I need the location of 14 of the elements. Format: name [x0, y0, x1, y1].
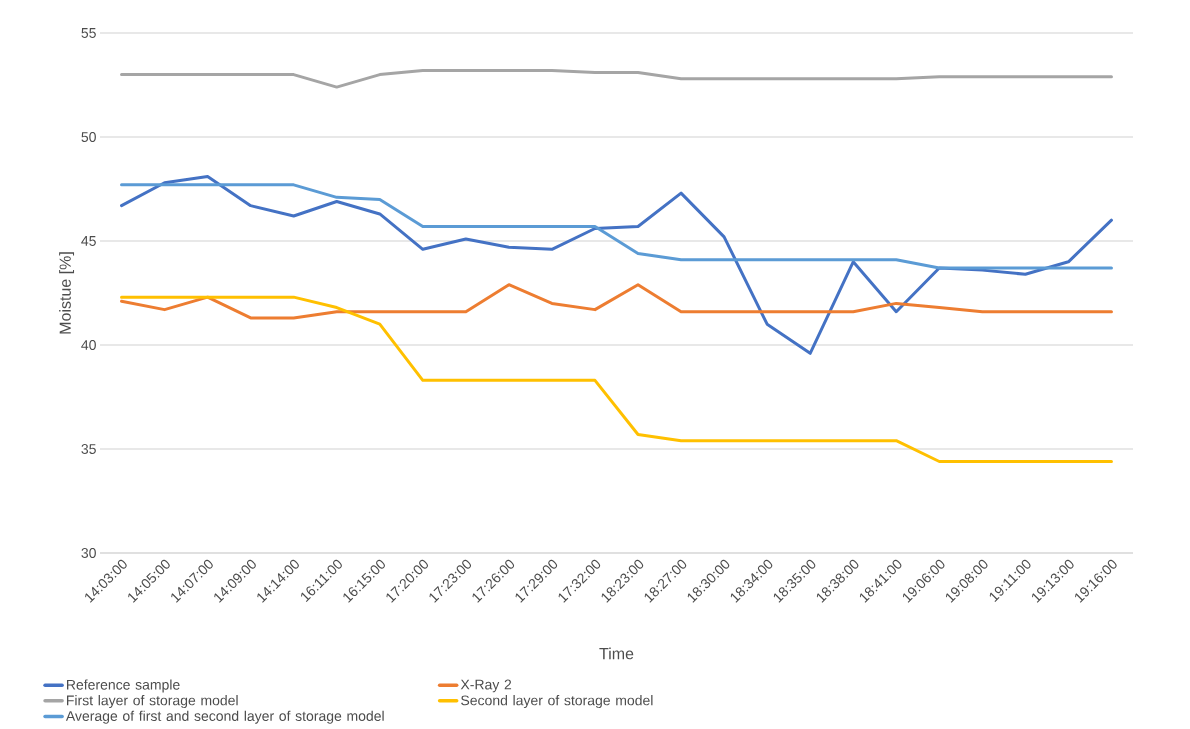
y-tick-label: 50 [81, 132, 96, 142]
y-tick-label: 40 [81, 340, 96, 350]
legend-label: Reference sample [67, 679, 180, 693]
y-tick-label: 45 [81, 236, 96, 246]
y-tick-label: 30 [81, 548, 96, 558]
x-axis-title: Time [599, 647, 634, 660]
line-series [120, 175, 1113, 355]
legend-label: Second layer of storage model [461, 695, 653, 709]
legend-label: Average of first and second layer of storage model [65, 710, 384, 724]
y-tick-label: 35 [81, 444, 96, 454]
legend-label: First layer of storage model [67, 695, 238, 709]
y-axis-title: Moistue [%] [59, 252, 75, 334]
legend-label: X-Ray 2 [460, 679, 512, 693]
y-tick-label: 55 [81, 28, 96, 38]
